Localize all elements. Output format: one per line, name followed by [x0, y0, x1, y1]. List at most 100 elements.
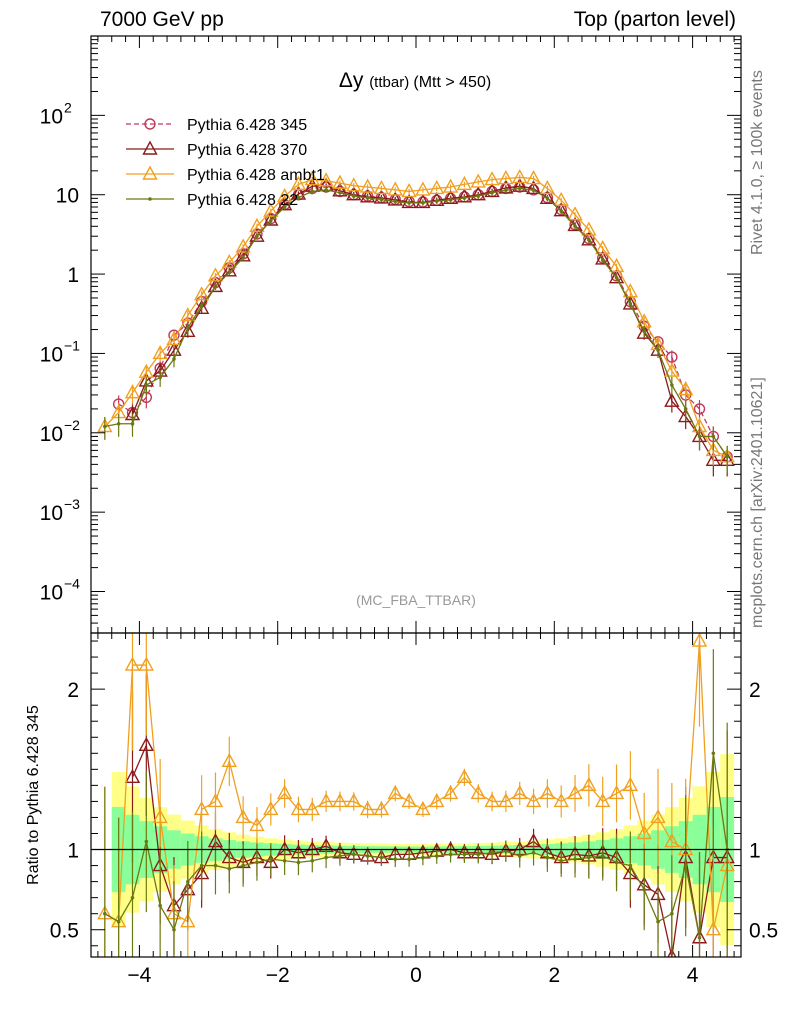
- ratio-point: [138, 736, 154, 751]
- legend-label: Pythia 6.428 ambt1: [187, 167, 325, 184]
- data-point: [255, 234, 259, 239]
- ratio-point: [318, 792, 334, 808]
- ratio-point: [241, 863, 245, 868]
- ratio-point: [235, 808, 251, 824]
- data-point: [567, 206, 583, 221]
- ratio-point: [484, 792, 500, 808]
- data-point: [429, 179, 445, 195]
- ratio-point: [434, 854, 439, 858]
- ratio-point: [628, 863, 633, 868]
- data-point: [553, 191, 569, 207]
- data-point: [393, 199, 398, 204]
- data-point: [172, 357, 176, 361]
- data-point: [124, 384, 141, 399]
- ratio-point: [622, 776, 639, 792]
- data-point: [581, 231, 597, 246]
- legend: Pythia 6.428 345 Pythia 6.428 370 Pythia 6…: [126, 117, 325, 209]
- y-tick-label: 10: [56, 185, 79, 208]
- main-series-group: [97, 168, 735, 477]
- ratio-point: [393, 857, 398, 861]
- ratio-tick-label-right: 1: [749, 840, 761, 863]
- data-point: [456, 188, 473, 203]
- data-point: [359, 188, 376, 203]
- data-point: [705, 441, 722, 457]
- ratio-line-pythia-6-428-ambt1: [104, 640, 728, 930]
- ratio-point: [705, 921, 722, 936]
- ratio-point: [276, 784, 293, 800]
- ratio-point: [158, 903, 162, 908]
- y-tick-exponent: −3: [64, 496, 80, 512]
- data-point: [539, 189, 556, 205]
- data-point: [656, 348, 660, 352]
- ratio-point: [476, 852, 481, 857]
- data-point: [207, 267, 224, 282]
- data-point: [186, 326, 190, 330]
- data-point: [379, 197, 384, 202]
- data-point: [152, 344, 168, 360]
- series-line-pythia-6-428-ambt1: [104, 176, 728, 458]
- ratio-point: [207, 792, 224, 808]
- data-point: [622, 283, 639, 298]
- chart-title-symbol: Δy: [339, 69, 369, 92]
- data-point: [318, 172, 334, 187]
- data-point: [351, 194, 356, 198]
- legend-marker: [142, 140, 158, 155]
- ratio-point: [670, 911, 674, 916]
- ratio-tick-label-left: 0.5: [50, 920, 79, 943]
- data-point: [130, 421, 135, 426]
- data-point: [346, 177, 362, 192]
- ratio-tick-label-left: 1: [67, 840, 79, 863]
- data-point: [263, 211, 279, 226]
- data-point: [642, 329, 646, 334]
- ratio-point: [221, 752, 237, 768]
- legend-label: Pythia 6.428 22: [187, 192, 298, 209]
- data-point: [448, 198, 453, 202]
- data-point: [324, 188, 328, 192]
- data-point: [116, 421, 121, 426]
- ratio-point: [263, 800, 279, 816]
- ratio-point: [636, 825, 652, 840]
- ratio-point: [227, 866, 232, 871]
- data-point: [697, 434, 702, 439]
- x-tick-label: −2: [266, 964, 290, 987]
- data-point: [693, 403, 706, 415]
- ratio-point: [401, 792, 417, 808]
- ratio-tick-label-right: 0.5: [749, 920, 778, 943]
- ratio-point: [186, 879, 190, 884]
- ratio-point: [650, 808, 666, 824]
- ratio-point: [691, 633, 708, 647]
- data-point: [636, 324, 652, 339]
- data-point: [498, 170, 514, 185]
- ratio-point: [683, 863, 688, 868]
- ratio-point: [255, 860, 259, 865]
- data-point: [517, 186, 522, 191]
- data-point: [484, 171, 500, 186]
- y-tick-exponent: −2: [64, 417, 80, 433]
- ratio-point: [193, 800, 210, 816]
- data-point: [434, 199, 439, 203]
- data-point: [567, 216, 583, 232]
- ratio-point: [346, 792, 362, 808]
- titles-group: Δy (ttbar) (Mtt > 450) (MC_FBA_TTBAR): [339, 69, 491, 608]
- chart-title-cut: (Mtt > 450): [413, 74, 491, 91]
- ratio-point: [587, 855, 591, 860]
- data-point: [387, 181, 403, 196]
- ratio-point: [373, 800, 390, 816]
- ratio-point: [573, 857, 577, 861]
- y-tick-exponent: 2: [64, 99, 72, 115]
- data-point: [725, 454, 729, 459]
- ratio-frame: [90, 632, 742, 958]
- data-point: [365, 196, 370, 200]
- ratio-point: [614, 860, 619, 865]
- ratio-point: [421, 855, 425, 860]
- data-point: [559, 209, 564, 213]
- data-point: [470, 186, 486, 201]
- data-point: [276, 188, 293, 203]
- ratio-point: [600, 854, 605, 858]
- ratio-point: [667, 948, 677, 957]
- data-point: [470, 173, 486, 188]
- ratio-point: [379, 855, 384, 860]
- ratio-point: [711, 751, 716, 756]
- data-point: [666, 351, 678, 363]
